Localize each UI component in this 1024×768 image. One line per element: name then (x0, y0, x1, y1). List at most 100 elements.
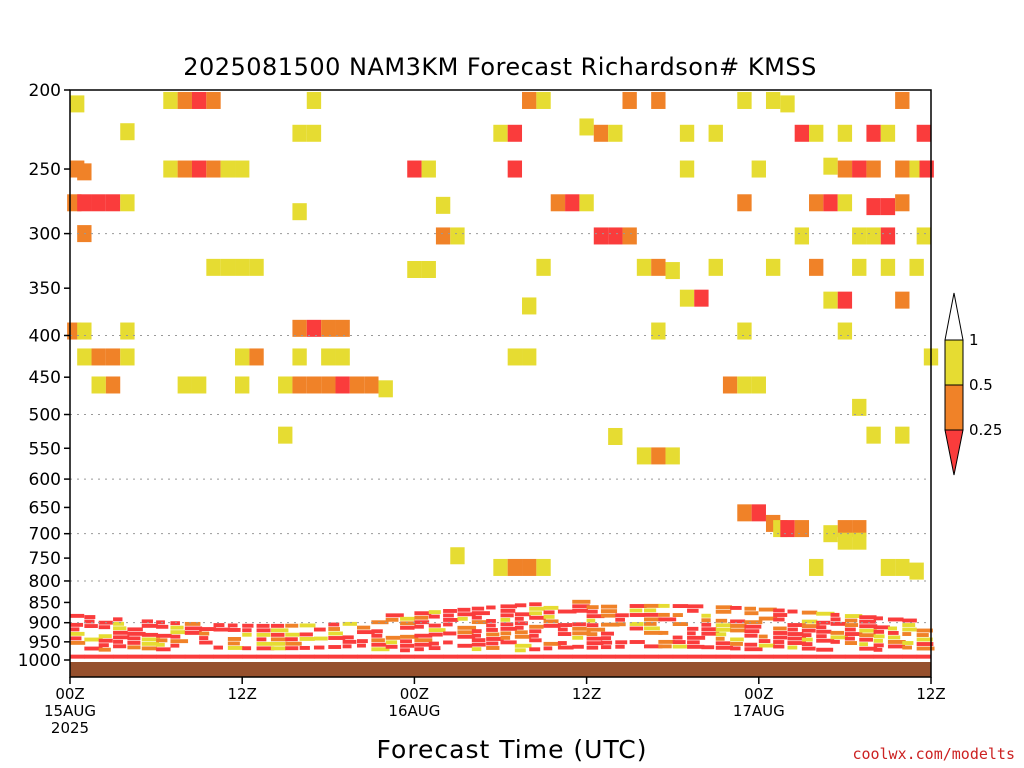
ri-surface-cell (70, 654, 85, 659)
ri-boundary-cell (256, 623, 270, 628)
ri-cell (507, 160, 523, 178)
ri-cell (105, 376, 121, 394)
ri-surface-cell (471, 654, 487, 659)
ri-boundary-cell (830, 621, 847, 626)
ri-boundary-cell (615, 622, 626, 627)
ri-cell (507, 348, 523, 366)
ri-cell (335, 319, 350, 337)
ri-boundary-cell (529, 602, 542, 607)
ri-surface-cell (357, 654, 372, 659)
ri-boundary-cell (500, 640, 517, 645)
ri-surface-cell (457, 654, 473, 659)
y-tick-label: 450 (29, 368, 61, 388)
ri-boundary-cell (514, 603, 527, 608)
ri-surface-cell (385, 654, 401, 659)
ri-boundary-cell (457, 607, 471, 612)
ri-boundary-cell (428, 623, 441, 628)
ri-boundary-cell (916, 642, 934, 646)
ri-boundary-cell (457, 643, 473, 648)
ri-boundary-cell (672, 635, 683, 640)
ri-cell (708, 258, 723, 276)
ri-boundary-cell (285, 623, 299, 628)
ri-cell (378, 380, 393, 398)
ri-boundary-cell (744, 647, 763, 652)
ri-cell (550, 194, 566, 212)
ri-surface-cell (443, 654, 458, 659)
credit-text: coolwx.com/modelts (852, 745, 1015, 763)
ri-boundary-cell (715, 645, 734, 650)
ri-boundary-cell (98, 625, 111, 630)
ri-boundary-cell (773, 608, 785, 613)
ri-boundary-cell (715, 609, 732, 614)
ri-boundary-cell (156, 638, 168, 643)
ri-boundary-cell (400, 616, 415, 621)
ri-surface-cell (773, 654, 788, 659)
x-tick-label: 2025 (51, 719, 89, 737)
ri-cell (536, 558, 551, 576)
ri-boundary-cell (615, 617, 625, 622)
ri-boundary-cell (170, 643, 180, 648)
ri-surface-cell (98, 654, 114, 659)
x-tick-label: 00Z (744, 685, 773, 703)
ri-boundary-cell (256, 628, 271, 633)
ri-cell (120, 194, 135, 212)
ri-cell (220, 258, 236, 276)
ri-boundary-cell (715, 627, 732, 632)
ri-boundary-cell (758, 634, 768, 639)
ri-cell (866, 227, 881, 245)
ri-boundary-cell (600, 636, 612, 641)
ri-boundary-cell (758, 607, 777, 612)
ri-surface-cell (256, 654, 272, 659)
ri-boundary-cell (801, 646, 816, 651)
ri-boundary-cell (816, 647, 834, 652)
ri-boundary-cell (385, 640, 398, 645)
ri-boundary-cell (543, 619, 559, 624)
ri-boundary-cell (672, 613, 683, 617)
ri-boundary-cell (730, 637, 744, 642)
ri-boundary-cell (644, 644, 663, 649)
ri-surface-cell (902, 654, 918, 659)
ri-boundary-cell (687, 640, 700, 645)
ri-boundary-cell (715, 605, 733, 610)
ri-boundary-cell (227, 646, 244, 650)
ri-boundary-cell (242, 623, 254, 628)
ri-surface-cell (141, 654, 157, 659)
ri-boundary-cell (730, 623, 747, 628)
y-tick-label: 500 (29, 406, 61, 426)
ri-cell (91, 194, 106, 212)
ri-boundary-cell (529, 624, 544, 629)
ri-cell (435, 227, 451, 245)
ri-boundary-cell (270, 628, 289, 633)
ri-boundary-cell (787, 636, 807, 641)
ri-boundary-cell (170, 625, 184, 630)
ri-cell (679, 160, 695, 178)
y-axis-ticks: 200 250 300 350 400 450 500 550 600 650 700 750 8008… (18, 81, 70, 671)
ri-surface-cell (400, 654, 415, 659)
ri-boundary-cell (629, 613, 645, 617)
ri-cell (507, 558, 523, 576)
y-tick-label: 750 (29, 549, 61, 569)
ri-surface-cell (242, 654, 258, 659)
ri-surface-cell (787, 654, 803, 659)
ri-boundary-cell (514, 648, 526, 653)
ri-cell (77, 322, 92, 340)
ri-surface-cell (887, 654, 903, 659)
ri-cell (163, 91, 178, 109)
ri-boundary-cell (859, 624, 878, 629)
ri-boundary-cell (529, 629, 542, 634)
ri-boundary-cell (730, 641, 743, 646)
ri-cell (306, 319, 322, 337)
ri-cell (737, 504, 752, 522)
ri-cell (579, 118, 594, 136)
ri-surface-cell (801, 654, 817, 659)
ri-surface-cell (572, 654, 588, 659)
ri-boundary-cell (156, 642, 165, 647)
y-tick-label: 1000 (18, 651, 61, 671)
ri-boundary-cell (543, 605, 559, 610)
ri-surface-cell (184, 654, 200, 659)
ri-boundary-cell (471, 611, 490, 616)
ri-boundary-cell (830, 635, 848, 640)
ri-surface-cell (557, 654, 573, 659)
ri-boundary-cell (557, 627, 568, 632)
ri-boundary-cell (170, 630, 185, 635)
